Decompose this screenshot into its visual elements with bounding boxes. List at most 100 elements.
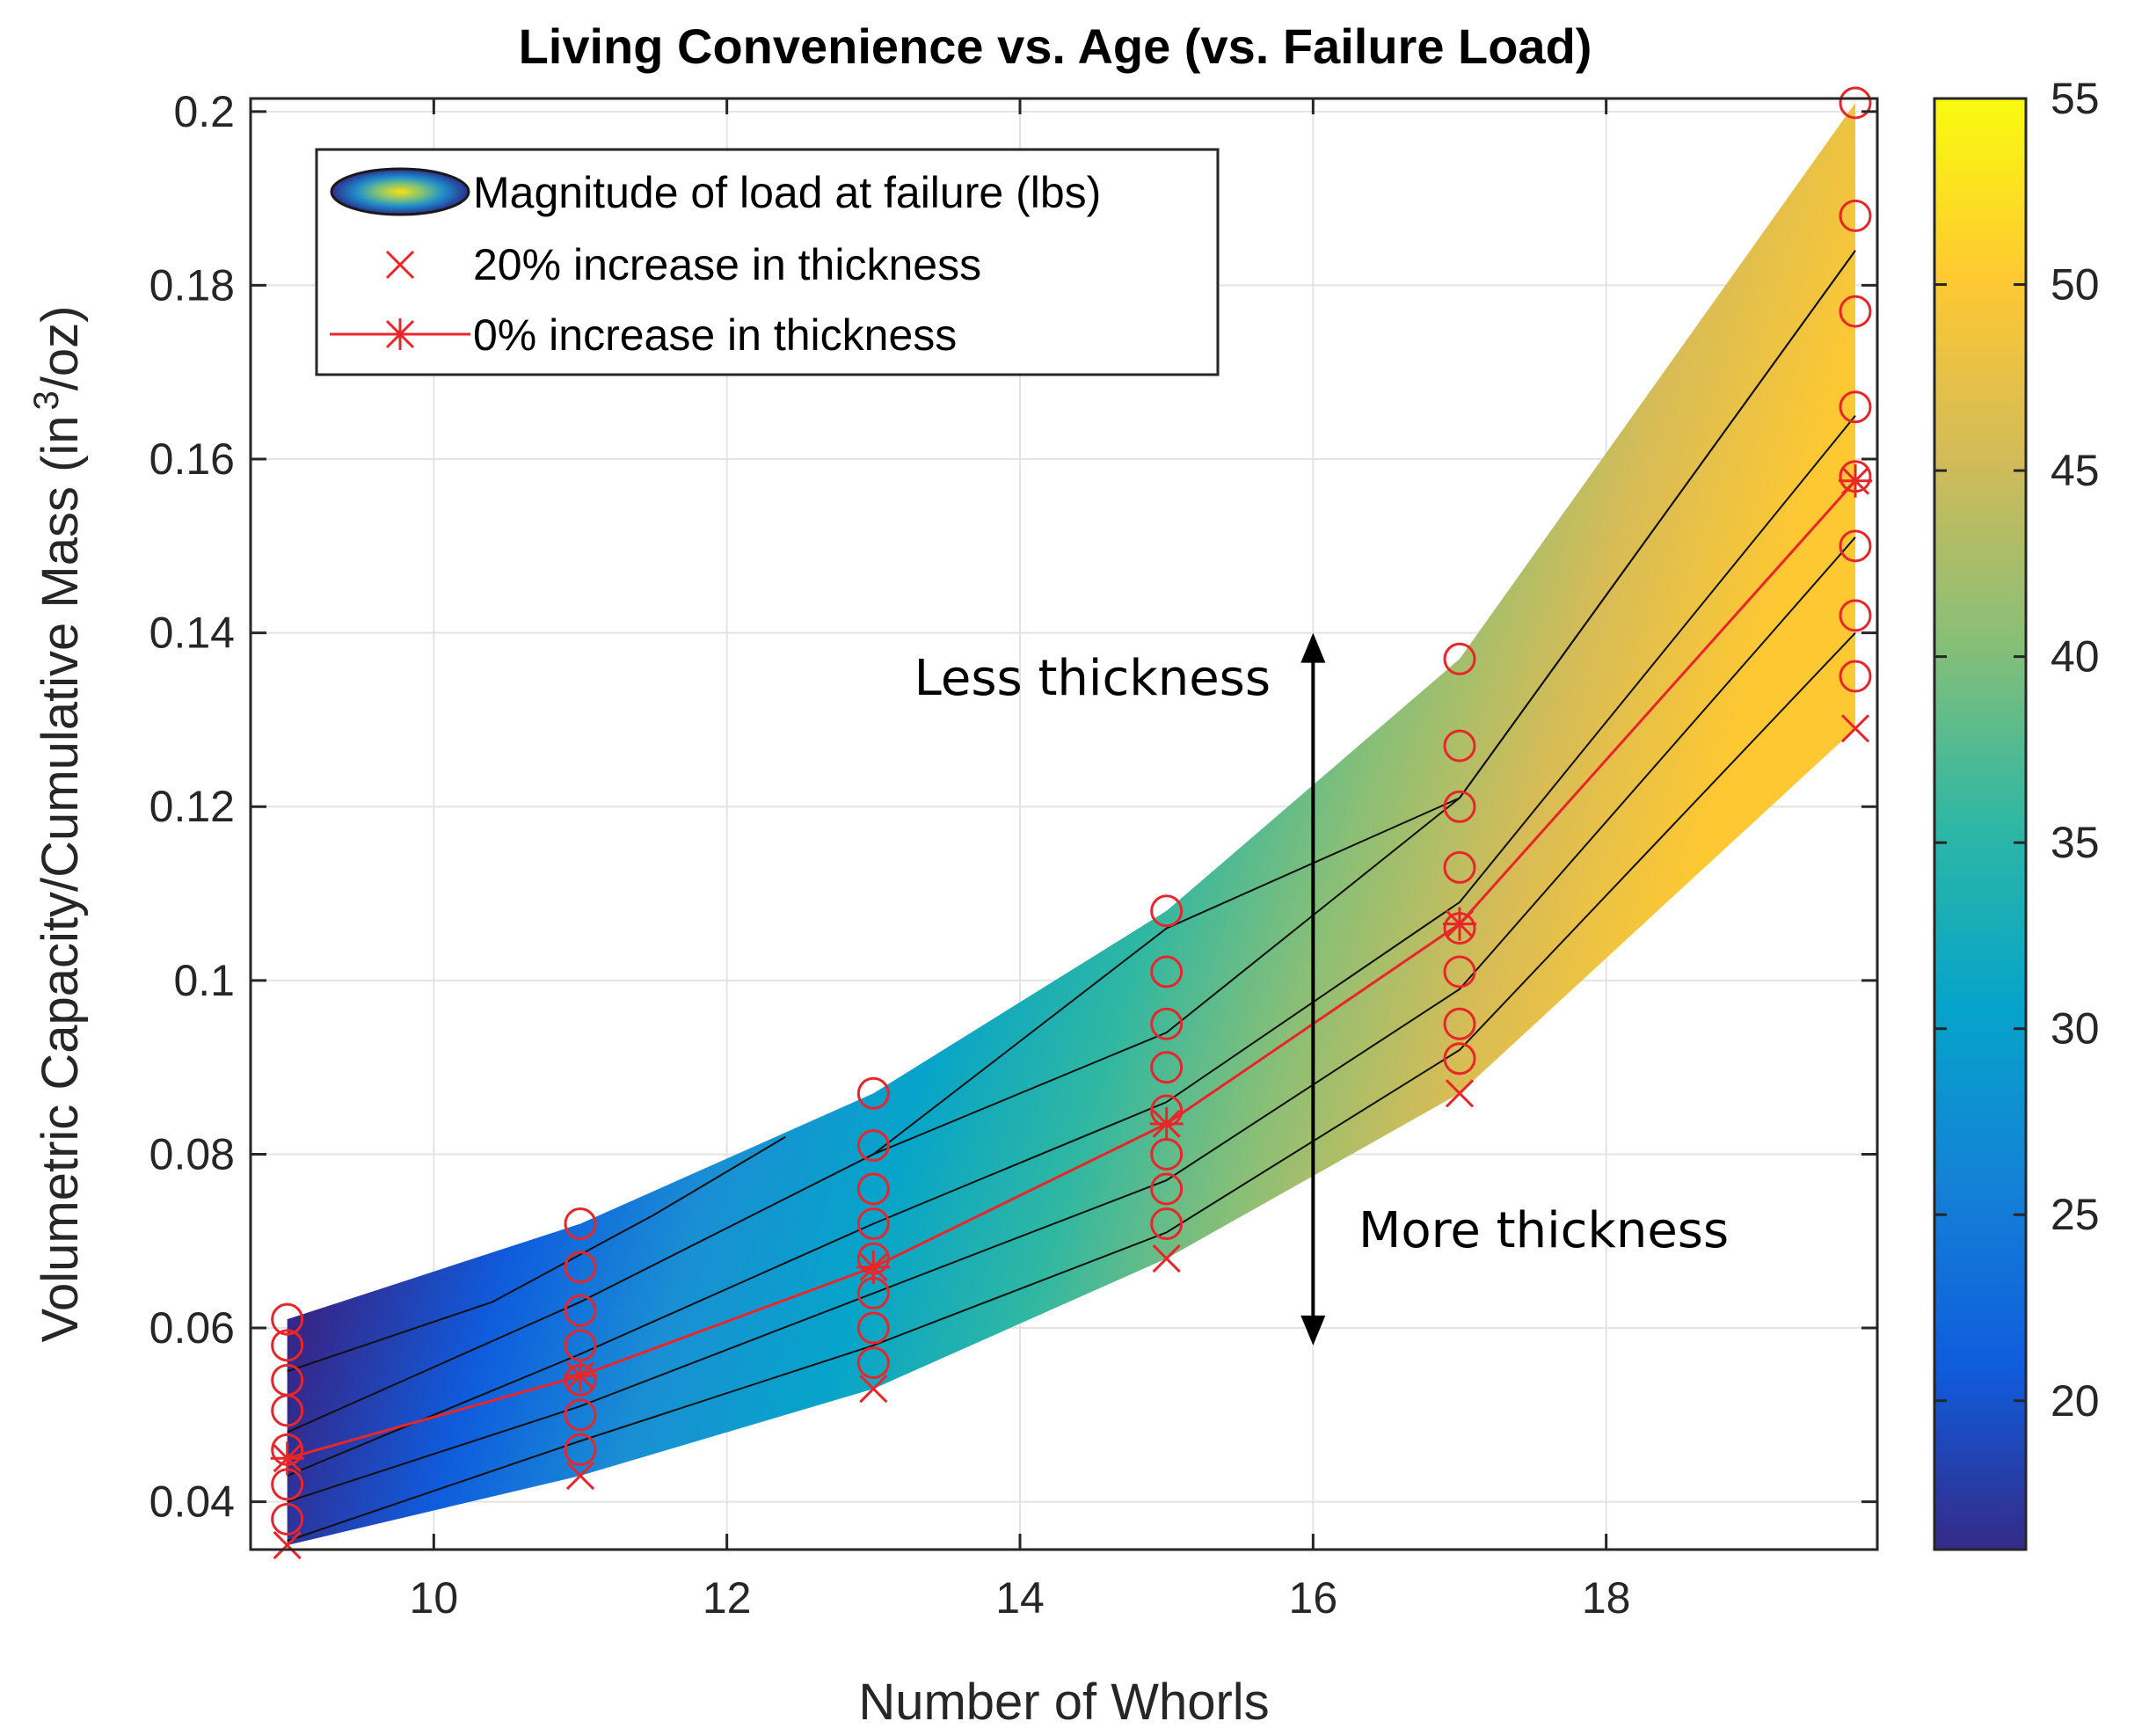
circle-marker: [1839, 86, 1872, 120]
contour-line: [287, 414, 1856, 1477]
circle-marker: [1839, 529, 1872, 563]
x-marker: [1840, 714, 1870, 743]
contour-line: [287, 1135, 786, 1373]
colorbar-tick-label: 50: [2051, 260, 2100, 310]
legend-label-0pct: 0% increase in thickness: [473, 310, 957, 360]
legend-label-20pct: 20% increase in thickness: [473, 240, 981, 289]
x-marker: [273, 1530, 302, 1560]
circle-marker: [1839, 660, 1872, 693]
circle-marker: [1443, 642, 1476, 675]
circle-marker: [564, 1398, 597, 1432]
circle-marker: [856, 1129, 890, 1163]
x-marker-stroke: [859, 1375, 888, 1404]
colorbar-tick-label: 45: [2051, 446, 2100, 495]
y-tick-label: 0.18: [149, 260, 235, 310]
star-marker: [270, 1441, 304, 1476]
y-axis-label-tail: /oz): [32, 306, 89, 391]
colorbar-tick-label: 30: [2051, 1004, 2100, 1054]
arrow-up-icon: [1300, 632, 1326, 663]
legend: Magnitude of load at failure (lbs) 20% i…: [315, 148, 1220, 376]
colorbar: 20 25 30 35 40 45 50 55: [1933, 74, 2100, 1551]
y-tick-label: 0.04: [149, 1477, 235, 1527]
colorbar-tick-label: 55: [2051, 74, 2100, 123]
x-tick-label: 18: [1582, 1573, 1631, 1623]
x-marker: [859, 1375, 888, 1404]
annotations: Less thickness More thickness: [914, 632, 1729, 1346]
x-marker: [565, 1461, 595, 1491]
plot-frame: [249, 97, 1879, 1551]
circle-marker: [1443, 1007, 1476, 1040]
star-marker: [1839, 463, 1872, 498]
legend-swatch-x-marker-icon: [385, 250, 415, 280]
circle-marker: [1443, 729, 1476, 762]
legend-swatch-star-line-icon: [330, 318, 470, 350]
x-marker-stroke: [1445, 1079, 1475, 1108]
colorbar-fill: [1933, 97, 2028, 1551]
circle-marker: [1150, 955, 1184, 988]
contour-surface: [287, 102, 1856, 1546]
x-marker-stroke: [1152, 1244, 1181, 1273]
arrow-down-icon: [1300, 1315, 1326, 1346]
colorbar-tick-label: 35: [2051, 818, 2100, 867]
y-tick-label: 0.16: [149, 434, 235, 484]
y-tick-label: 0.12: [149, 782, 235, 831]
circle-marker: [1150, 1051, 1184, 1084]
surface-band: [287, 102, 1856, 1546]
circle-marker: [1150, 1207, 1184, 1240]
circle-marker: [271, 1302, 304, 1336]
circle-marker: [271, 1502, 304, 1535]
circle-marker: [1839, 199, 1872, 232]
x-marker-stroke: [273, 1530, 302, 1560]
circle-marker: [564, 1251, 597, 1284]
circle-marker: [1443, 790, 1476, 823]
x-marker-stroke: [1840, 714, 1870, 743]
circle-marker: [856, 1311, 890, 1345]
y-tick-label: 0.06: [149, 1303, 235, 1353]
circle-marker: [1839, 390, 1872, 424]
y-axis-label: Volumetric Capacity/Cumulative Mass (in 3…: [27, 306, 89, 1343]
y-axis-label-main: Volumetric Capacity/Cumulative Mass (in: [32, 415, 89, 1342]
colorbar-tick-label: 25: [2051, 1190, 2100, 1239]
x-tick-label: 12: [703, 1573, 752, 1623]
series: [270, 86, 1872, 1560]
x-tick-label: 10: [410, 1573, 459, 1623]
circle-marker: [271, 1363, 304, 1397]
star-marker: [1443, 907, 1476, 941]
star-marker: [856, 1250, 891, 1284]
x-marker-stroke: [565, 1461, 595, 1491]
chart-title: Living Convenience vs. Age (vs. Failure …: [519, 18, 1592, 74]
series-line-0pct: [287, 479, 1857, 1460]
contour-line: [287, 536, 1856, 1503]
x-tick-label: 14: [995, 1573, 1045, 1623]
colorbar-tick-label: 20: [2051, 1376, 2100, 1426]
circle-marker: [1150, 1172, 1184, 1206]
y-tick-label: 0.1: [173, 956, 235, 1005]
circle-marker: [271, 1329, 304, 1362]
circle-marker: [564, 1433, 597, 1466]
y-tick-label: 0.08: [149, 1129, 235, 1178]
circle-marker: [1443, 955, 1476, 988]
less-thickness-label: Less thickness: [914, 650, 1271, 707]
star-marker: [564, 1359, 597, 1393]
x-marker: [1445, 1079, 1475, 1108]
circle-marker: [1150, 1007, 1184, 1040]
circle-marker: [1150, 894, 1184, 928]
legend-label-load: Magnitude of load at failure (lbs): [473, 168, 1101, 217]
circle-marker: [1443, 850, 1476, 884]
ticks: 10 12 14 16 18 0.04 0.06 0.08 0.1 0.12 0.14 0.16 0.1…: [149, 87, 1877, 1623]
y-tick-label: 0.2: [173, 87, 235, 136]
circle-marker: [564, 1207, 597, 1240]
y-tick-label: 0.14: [149, 609, 235, 658]
circle-marker: [856, 1346, 890, 1380]
colorbar-tick-label: 40: [2051, 632, 2100, 682]
x-tick-label: 16: [1289, 1573, 1338, 1623]
circle-marker: [1839, 295, 1872, 328]
y-axis-label-superscript: 3: [27, 390, 66, 410]
circle-marker: [564, 1294, 597, 1327]
contour-line: [287, 631, 1856, 1543]
colorbar-ticks: 20 25 30 35 40 45 50 55: [1934, 74, 2100, 1426]
contour-lines: [287, 250, 1856, 1543]
circle-marker: [856, 1172, 890, 1206]
circle-marker: [856, 1076, 890, 1110]
x-axis-label: Number of Whorls: [858, 1674, 1269, 1731]
